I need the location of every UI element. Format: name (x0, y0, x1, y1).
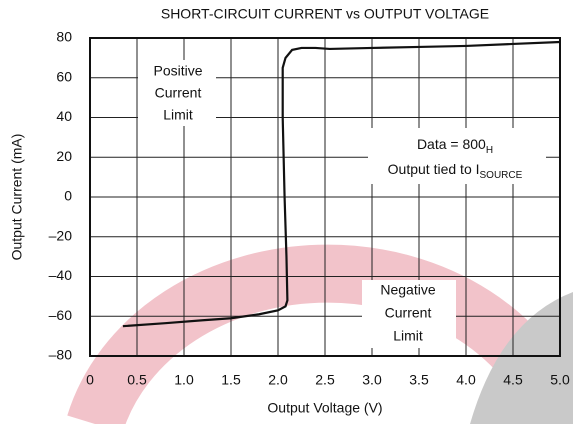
y-tick-label: 80 (56, 29, 72, 45)
y-tick-label: 20 (56, 148, 72, 164)
x-tick-label: 2.0 (268, 372, 288, 388)
y-tick-label: –80 (49, 347, 73, 363)
y-tick-label: 0 (64, 188, 72, 204)
x-tick-label: 2.5 (315, 372, 335, 388)
x-axis-title: Output Voltage (V) (267, 400, 382, 416)
x-tick-label: 0 (86, 372, 94, 388)
chart-title: SHORT-CIRCUIT CURRENT vs OUTPUT VOLTAGE (161, 6, 489, 22)
annotation: Data = 800H (417, 136, 493, 156)
x-tick-label: 5.0 (550, 372, 570, 388)
annotation-box (362, 280, 456, 348)
watermark-shape (470, 292, 573, 424)
y-tick-label: 40 (56, 108, 72, 124)
x-tick-label: 1.5 (221, 372, 241, 388)
y-axis-title: Output Current (mA) (9, 134, 25, 261)
x-tick-label: 3.5 (409, 372, 429, 388)
annotation-subscript: H (486, 145, 493, 156)
x-tick-label: 4.5 (503, 372, 523, 388)
y-tick-label: –20 (49, 227, 73, 243)
annotation-box (368, 128, 546, 184)
x-tick-label: 0.5 (127, 372, 147, 388)
x-tick-label: 4.0 (456, 372, 476, 388)
annotation: Limit (163, 107, 193, 123)
annotation-box (138, 60, 216, 126)
x-tick-label: 3.0 (362, 372, 382, 388)
annotation: Negative (380, 282, 435, 298)
annotation: Limit (393, 328, 423, 344)
annotation: Output tied to ISOURCE (388, 161, 523, 181)
data-line (122, 40, 561, 328)
annotation: Positive (153, 63, 202, 79)
x-tick-label: 1.0 (174, 372, 194, 388)
annotation-text: Data = 800 (417, 136, 486, 152)
y-tick-label: –40 (49, 267, 73, 283)
annotation-subscript: SOURCE (480, 170, 523, 181)
plot-frame (89, 37, 561, 357)
annotation: Current (155, 85, 202, 101)
y-tick-label: 60 (56, 68, 72, 84)
annotation-text: Output tied to I (388, 161, 480, 177)
annotation: Current (385, 305, 432, 321)
y-tick-label: –60 (49, 307, 73, 323)
